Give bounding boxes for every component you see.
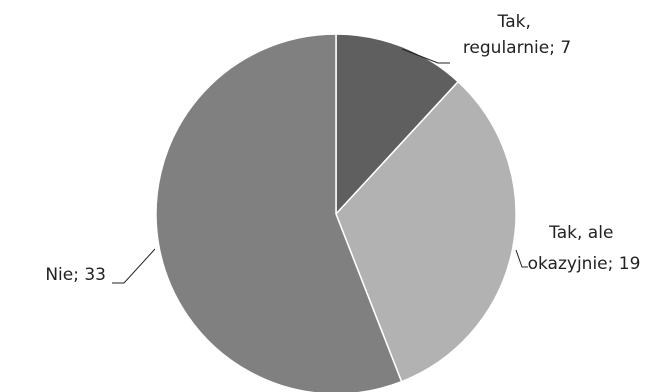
leader-line-nie	[112, 248, 156, 284]
slice-tak-ale-okazyjnie	[335, 80, 517, 383]
slice-label-nie: Nie; 33	[45, 265, 106, 285]
leader-line-tak-ale-okazyjnie	[515, 249, 528, 268]
slice-label-tak-ale-okazyjnie: Tak, ale okazyjnie; 19	[528, 223, 641, 274]
slice-label-tak-regularnie: Tak, regularnie; 7	[463, 12, 571, 58]
slice-nie	[155, 33, 403, 392]
pie-slices	[155, 33, 517, 392]
leader-lines	[112, 48, 528, 284]
slice-tak-regularnie	[335, 33, 460, 216]
leader-line-tak-regularnie	[401, 48, 450, 64]
